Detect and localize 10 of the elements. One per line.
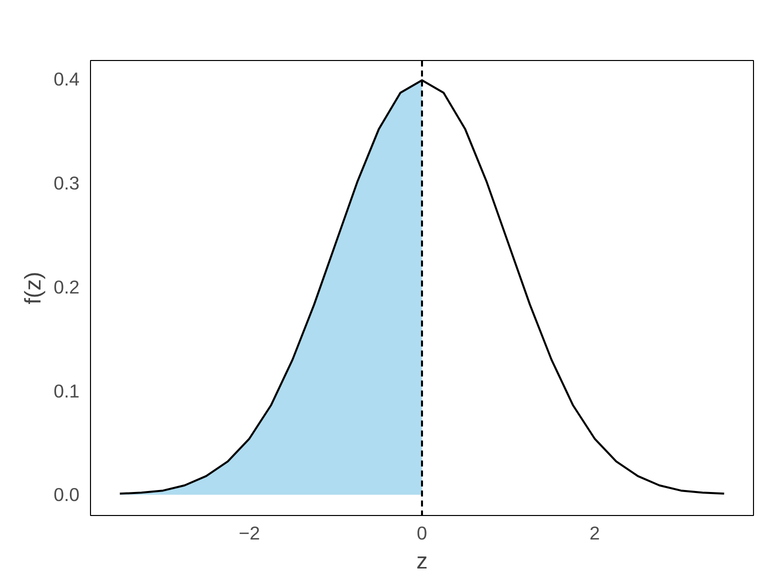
x-tick-label: −2 [238,522,260,544]
y-tick-label: 0.2 [54,276,80,298]
y-tick-label: 0.1 [54,380,80,402]
y-tick-label: 0.3 [54,172,80,194]
y-axis-title: f(z) [20,272,46,304]
x-tick-label: 2 [589,522,600,544]
y-tick-label: 0.0 [54,484,80,506]
x-tick-label: 0 [416,522,428,544]
x-axis-title: z [416,548,428,574]
y-tick-label: 0.4 [54,68,80,90]
